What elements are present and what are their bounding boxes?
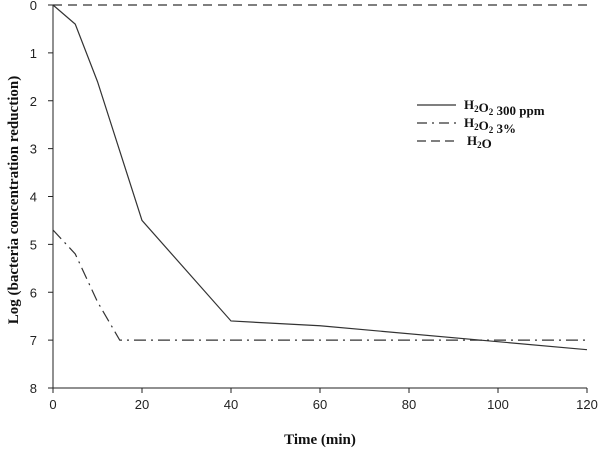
x-tick-label: 0 [49, 397, 56, 412]
series-line-1 [52, 229, 587, 341]
y-tick-label: 0 [30, 0, 37, 13]
y-tick-label: 2 [30, 94, 37, 109]
y-tick-label: 5 [30, 237, 37, 252]
x-tick-label: 80 [402, 397, 416, 412]
x-tick-label: 100 [487, 397, 509, 412]
y-tick-label: 4 [30, 190, 37, 205]
y-tick-label: 6 [30, 285, 37, 300]
legend-label-1: H2O2 3% [464, 115, 516, 136]
y-tick-label: 1 [30, 46, 37, 61]
y-tick-label: 3 [30, 142, 37, 157]
legend-label-2: H2O [467, 133, 492, 151]
y-tick-label: 8 [30, 381, 37, 396]
legend-label-0: H2O2 300 ppm [464, 97, 545, 118]
y-tick-label: 7 [30, 333, 37, 348]
x-tick-label: 40 [224, 397, 238, 412]
series-line-0 [52, 4, 588, 351]
y-axis-label: Log (bacteria concentration reduction) [6, 76, 22, 324]
x-tick-label: 60 [313, 397, 327, 412]
x-tick-label: 120 [576, 397, 598, 412]
x-axis-label: Time (min) [284, 432, 356, 448]
x-tick-label: 20 [135, 397, 149, 412]
